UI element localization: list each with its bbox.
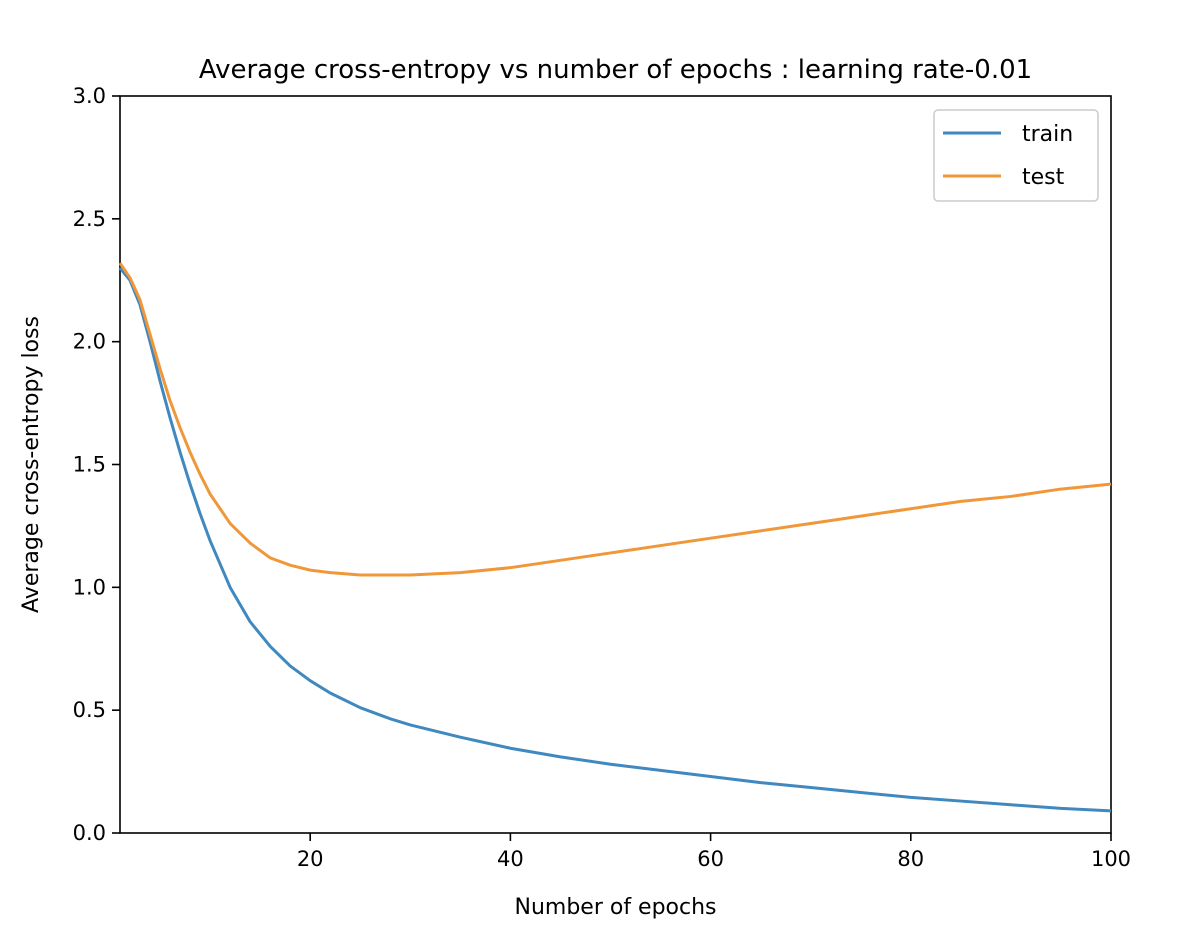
y-tick-label: 0.5 xyxy=(73,698,106,722)
x-axis: 20 40 60 80 100 xyxy=(297,833,1131,871)
x-tick-label: 100 xyxy=(1091,847,1131,871)
legend: train test xyxy=(933,109,1099,202)
legend-box xyxy=(933,109,1099,202)
y-axis: 0.0 0.5 1.0 1.5 2.0 2.5 3.0 xyxy=(73,84,120,845)
y-tick-label: 0.0 xyxy=(73,821,106,845)
y-tick-label: 2.5 xyxy=(73,207,106,231)
y-tick-label: 3.0 xyxy=(73,84,106,108)
y-tick-label: 2.0 xyxy=(73,330,106,354)
series-line-train xyxy=(118,267,1112,813)
legend-label-train: train xyxy=(1022,122,1073,147)
x-axis-title: Number of epochs xyxy=(514,895,716,920)
y-tick-label: 1.5 xyxy=(73,453,106,477)
y-tick-label: 1.0 xyxy=(73,575,106,599)
x-tick-label: 60 xyxy=(697,847,724,871)
x-tick-label: 80 xyxy=(897,847,924,871)
legend-label-test: test xyxy=(1022,165,1065,190)
y-axis-title: Average cross-entropy loss xyxy=(19,316,44,613)
chart-title: Average cross-entropy vs number of epoch… xyxy=(199,55,1032,85)
x-tick-label: 40 xyxy=(497,847,524,871)
x-tick-label: 20 xyxy=(297,847,324,871)
series-line-test xyxy=(118,262,1112,577)
series-layer xyxy=(118,262,1112,813)
